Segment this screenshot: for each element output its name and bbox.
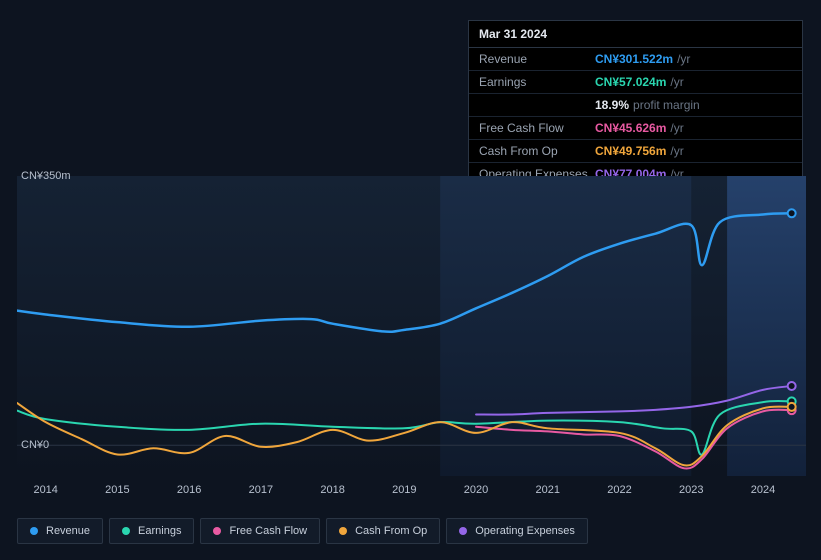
tooltip-suffix: /yr	[670, 144, 683, 158]
x-tick-label: 2016	[177, 484, 201, 496]
tooltip-label: Revenue	[479, 52, 595, 66]
legend-dot	[459, 527, 467, 535]
tooltip-label: Earnings	[479, 75, 595, 89]
x-tick-label: 2022	[607, 484, 631, 496]
y-tick-label: CN¥0	[21, 439, 49, 451]
y-tick-label: CN¥350m	[21, 170, 71, 182]
tooltip-suffix: /yr	[677, 52, 690, 66]
financials-chart: CN¥0CN¥350m	[17, 176, 806, 476]
tooltip-row: Free Cash FlowCN¥45.626m/yr	[469, 117, 802, 140]
x-tick-label: 2017	[249, 484, 273, 496]
legend-dot	[122, 527, 130, 535]
x-tick-label: 2018	[320, 484, 344, 496]
tooltip-label	[479, 98, 595, 112]
tooltip-row: 18.9% profit margin	[469, 94, 802, 117]
tooltip-value: CN¥301.522m	[595, 52, 673, 66]
tooltip-value: CN¥49.756m	[595, 144, 666, 158]
tooltip-suffix: profit margin	[633, 98, 700, 112]
tooltip-value: 18.9%	[595, 98, 629, 112]
x-tick-label: 2015	[105, 484, 129, 496]
legend-label: Free Cash Flow	[229, 525, 307, 537]
tooltip-row: Cash From OpCN¥49.756m/yr	[469, 140, 802, 163]
x-tick-label: 2019	[392, 484, 416, 496]
tooltip-date: Mar 31 2024	[469, 21, 802, 48]
legend-dot	[30, 527, 38, 535]
legend-item[interactable]: Operating Expenses	[446, 518, 588, 544]
legend-item[interactable]: Revenue	[17, 518, 103, 544]
tooltip-row: EarningsCN¥57.024m/yr	[469, 71, 802, 94]
legend-dot	[213, 527, 221, 535]
legend-label: Operating Expenses	[475, 525, 575, 537]
x-tick-label: 2020	[464, 484, 488, 496]
x-axis: 2014 2015 2016 2017 2018 2019 2020 2021 2022 2023…	[17, 480, 806, 500]
x-tick-label: 2021	[536, 484, 560, 496]
tooltip-value: CN¥57.024m	[595, 75, 666, 89]
tooltip-label: Free Cash Flow	[479, 121, 595, 135]
tooltip-label: Cash From Op	[479, 144, 595, 158]
legend-dot	[339, 527, 347, 535]
x-tick-label: 2023	[679, 484, 703, 496]
x-tick-label: 2024	[751, 484, 775, 496]
tooltip-suffix: /yr	[670, 121, 683, 135]
legend-item[interactable]: Earnings	[109, 518, 194, 544]
legend-item[interactable]: Free Cash Flow	[200, 518, 320, 544]
legend-label: Cash From Op	[355, 525, 427, 537]
chart-svg	[17, 176, 806, 476]
legend-item[interactable]: Cash From Op	[326, 518, 440, 544]
tooltip-row: RevenueCN¥301.522m/yr	[469, 48, 802, 71]
chart-tooltip: Mar 31 2024 RevenueCN¥301.522m/yrEarning…	[468, 20, 803, 186]
tooltip-value: CN¥45.626m	[595, 121, 666, 135]
x-tick-label: 2014	[33, 484, 57, 496]
legend-label: Revenue	[46, 525, 90, 537]
legend: Revenue Earnings Free Cash Flow Cash From O…	[17, 518, 588, 544]
legend-label: Earnings	[138, 525, 181, 537]
tooltip-suffix: /yr	[670, 75, 683, 89]
